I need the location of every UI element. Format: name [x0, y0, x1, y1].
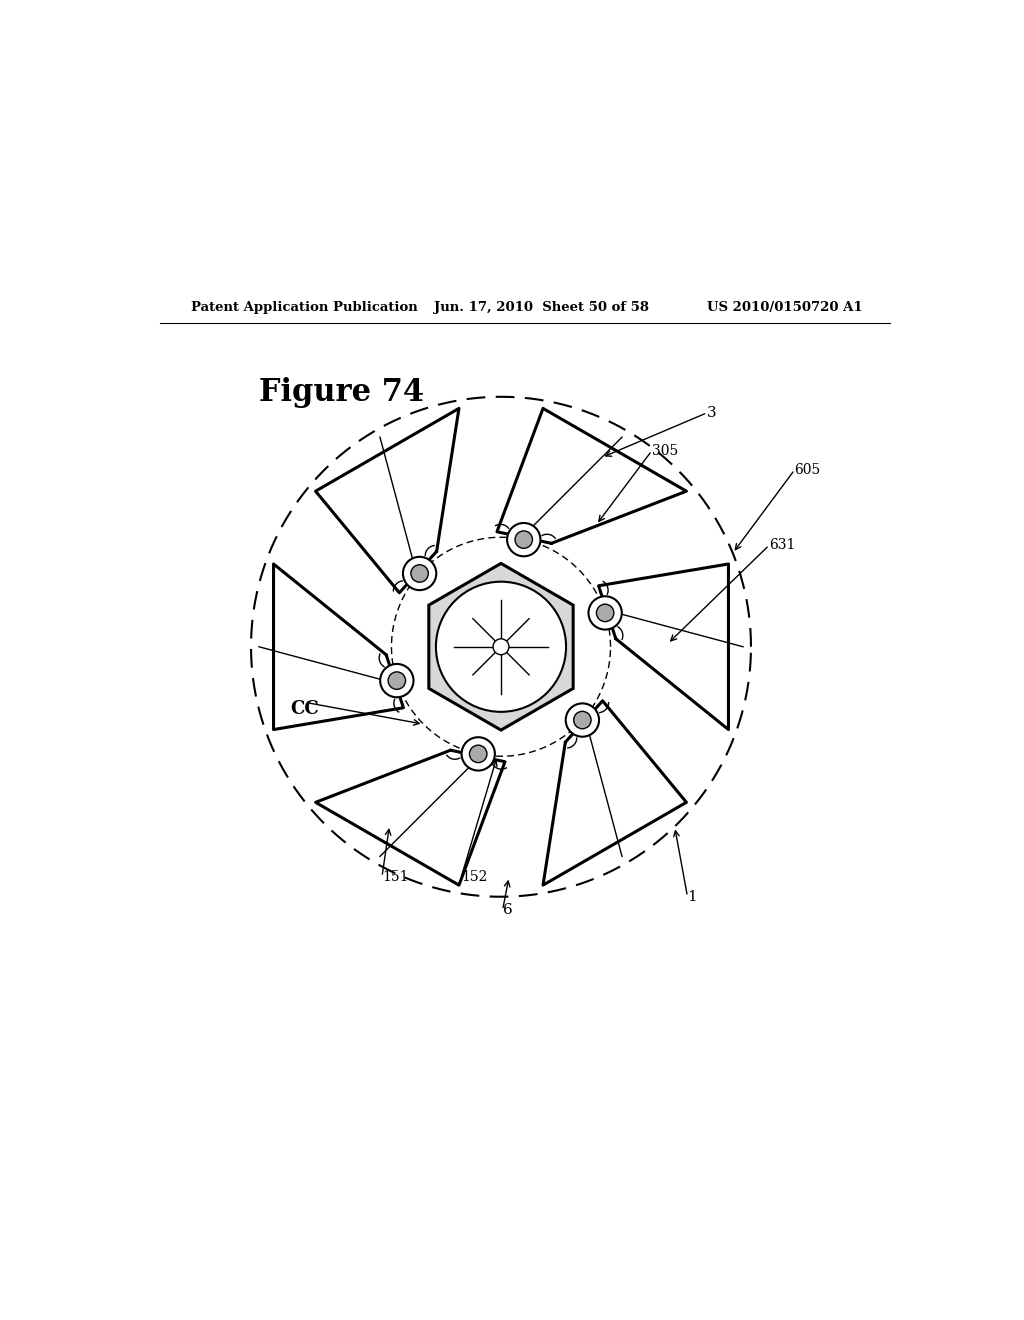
Text: 152: 152 [461, 870, 487, 884]
Text: Figure 74: Figure 74 [259, 378, 424, 408]
Polygon shape [599, 564, 728, 730]
Circle shape [436, 582, 566, 711]
Circle shape [462, 737, 495, 771]
Polygon shape [497, 408, 686, 544]
Circle shape [380, 664, 414, 697]
Circle shape [469, 746, 487, 763]
Polygon shape [543, 701, 686, 886]
Polygon shape [315, 750, 505, 886]
Circle shape [402, 557, 436, 590]
Circle shape [411, 565, 428, 582]
Circle shape [589, 597, 622, 630]
Text: 305: 305 [652, 444, 678, 458]
Circle shape [573, 711, 591, 729]
Circle shape [515, 531, 532, 548]
Text: Jun. 17, 2010  Sheet 50 of 58: Jun. 17, 2010 Sheet 50 of 58 [433, 301, 648, 314]
Circle shape [507, 523, 541, 556]
Text: 1: 1 [687, 890, 697, 904]
Circle shape [494, 639, 509, 655]
Text: 605: 605 [795, 463, 821, 477]
Circle shape [565, 704, 599, 737]
Polygon shape [273, 564, 403, 730]
Polygon shape [315, 408, 459, 593]
Polygon shape [429, 564, 573, 730]
Text: 3: 3 [708, 405, 717, 420]
Text: 151: 151 [382, 870, 409, 884]
Text: CC: CC [291, 700, 319, 718]
Text: 6: 6 [503, 903, 512, 917]
Text: US 2010/0150720 A1: US 2010/0150720 A1 [708, 301, 863, 314]
Text: 631: 631 [769, 539, 796, 552]
Circle shape [596, 605, 613, 622]
Circle shape [388, 672, 406, 689]
Text: Patent Application Publication: Patent Application Publication [191, 301, 418, 314]
